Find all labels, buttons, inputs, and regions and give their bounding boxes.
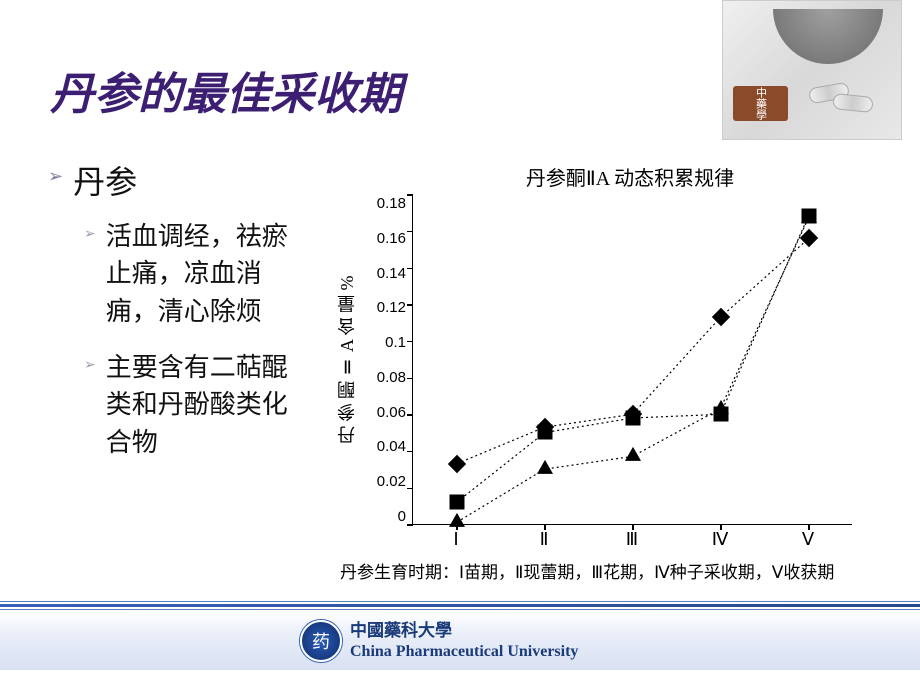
y-tick: 0.06 [364, 404, 406, 421]
y-tick: 0 [364, 508, 406, 525]
series-marker-triangle [625, 447, 641, 461]
bullet-l2b-text: 主要含有二萜醌类和丹酚酸类化合物 [106, 349, 306, 462]
chart-title: 丹参酮ⅡA 动态积累规律 [330, 162, 890, 191]
footer-main: 药 中國藥科大學 China Pharmaceutical University [0, 612, 920, 670]
y-tick-mark [407, 414, 413, 416]
y-tick: 0.08 [364, 369, 406, 386]
y-tick-mark [407, 341, 413, 343]
footer-divider [0, 609, 920, 610]
bullet-arrow-icon: ➢ [48, 162, 63, 191]
list-item: ➢ 丹参 [48, 162, 308, 204]
plot-row: 丹 参 酮 Ⅱ A 含 量 % 0.180.160.140.120.10.080… [330, 195, 890, 525]
x-tick: Ⅳ [676, 529, 764, 550]
y-tick-mark [407, 231, 413, 233]
y-tick: 0.18 [364, 195, 406, 212]
x-tick-mark [544, 524, 546, 530]
series-marker-square [538, 425, 553, 440]
y-tick-mark [407, 378, 413, 380]
series-marker-diamond [712, 308, 730, 326]
slide-root: 中藥學 丹参的最佳采收期 ➢ 丹参 ➢ 活血调经，祛瘀止痛，凉血消痈，清心除烦 … [0, 0, 920, 690]
y-tick: 0.16 [364, 230, 406, 247]
footer: 药 中國藥科大學 China Pharmaceutical University [0, 601, 920, 670]
series-marker-triangle [801, 209, 817, 223]
x-tick-mark [720, 524, 722, 530]
list-item: ➢ 活血调经，祛瘀止痛，凉血消痈，清心除烦 [84, 218, 308, 331]
bullet-l1-text: 丹参 [73, 162, 137, 204]
x-axis-caption: 丹参生育时期：Ⅰ苗期，Ⅱ现蕾期，Ⅲ花期，Ⅳ种子采收期，Ⅴ收获期 [340, 558, 890, 583]
chart-region: 丹参酮ⅡA 动态积累规律 丹 参 酮 Ⅱ A 含 量 % 0.180.160.1… [330, 162, 890, 583]
y-tick: 0.1 [364, 334, 406, 351]
bullet-l2a-text: 活血调经，祛瘀止痛，凉血消痈，清心除烦 [106, 218, 306, 331]
series-marker-triangle [713, 399, 729, 413]
series-line-triangle [457, 219, 808, 522]
y-tick-labels: 0.18 0.16 0.14 0.12 0.1 0.08 0.06 0.04 0.02 0 [364, 195, 412, 525]
chart-plot-area [412, 195, 852, 525]
series-marker-diamond [448, 454, 466, 472]
y-tick-mark [407, 194, 413, 196]
university-name-cn: 中國藥科大學 [350, 621, 578, 641]
university-name-en: China Pharmaceutical University [350, 642, 578, 661]
page-title: 丹参的最佳采收期 [50, 58, 402, 122]
x-tick-mark [632, 524, 634, 530]
y-tick: 0.02 [364, 473, 406, 490]
footer-divider [0, 601, 920, 602]
x-tick: Ⅴ [764, 529, 852, 550]
y-tick-mark [407, 524, 413, 526]
series-marker-triangle [449, 513, 465, 527]
x-tick: Ⅲ [588, 529, 676, 550]
series-marker-triangle [537, 460, 553, 474]
capsule-icon [832, 93, 873, 113]
university-name-block: 中國藥科大學 China Pharmaceutical University [350, 621, 578, 661]
bullet-list: ➢ 丹参 ➢ 活血调经，祛瘀止痛，凉血消痈，清心除烦 ➢ 主要含有二萜醌类和丹酚… [48, 162, 308, 480]
x-tick: Ⅰ [412, 529, 500, 550]
series-marker-diamond [800, 229, 818, 247]
series-marker-square [626, 410, 641, 425]
y-tick: 0.14 [364, 265, 406, 282]
list-item: ➢ 主要含有二萜醌类和丹酚酸类化合物 [84, 349, 308, 462]
y-tick: 0.12 [364, 299, 406, 316]
corner-illustration: 中藥學 [722, 0, 902, 140]
chart-lines-svg [413, 195, 852, 524]
mortar-illustration [773, 9, 883, 64]
series-marker-square [450, 495, 465, 510]
capsules-illustration [809, 85, 879, 113]
series-line-diamond [457, 239, 808, 464]
x-tick: Ⅱ [500, 529, 588, 550]
y-tick-mark [407, 488, 413, 490]
x-tick-mark [808, 524, 810, 530]
bullet-arrow-icon: ➢ [84, 224, 96, 246]
corner-badge: 中藥學 [733, 86, 788, 121]
university-logo: 药 [300, 620, 342, 662]
y-tick-mark [407, 268, 413, 270]
y-tick: 0.04 [364, 438, 406, 455]
bullet-arrow-icon: ➢ [84, 355, 96, 377]
y-tick-mark [407, 451, 413, 453]
y-tick-mark [407, 304, 413, 306]
y-axis-label: 丹 参 酮 Ⅱ A 含 量 % [330, 195, 364, 525]
footer-divider [0, 604, 920, 607]
